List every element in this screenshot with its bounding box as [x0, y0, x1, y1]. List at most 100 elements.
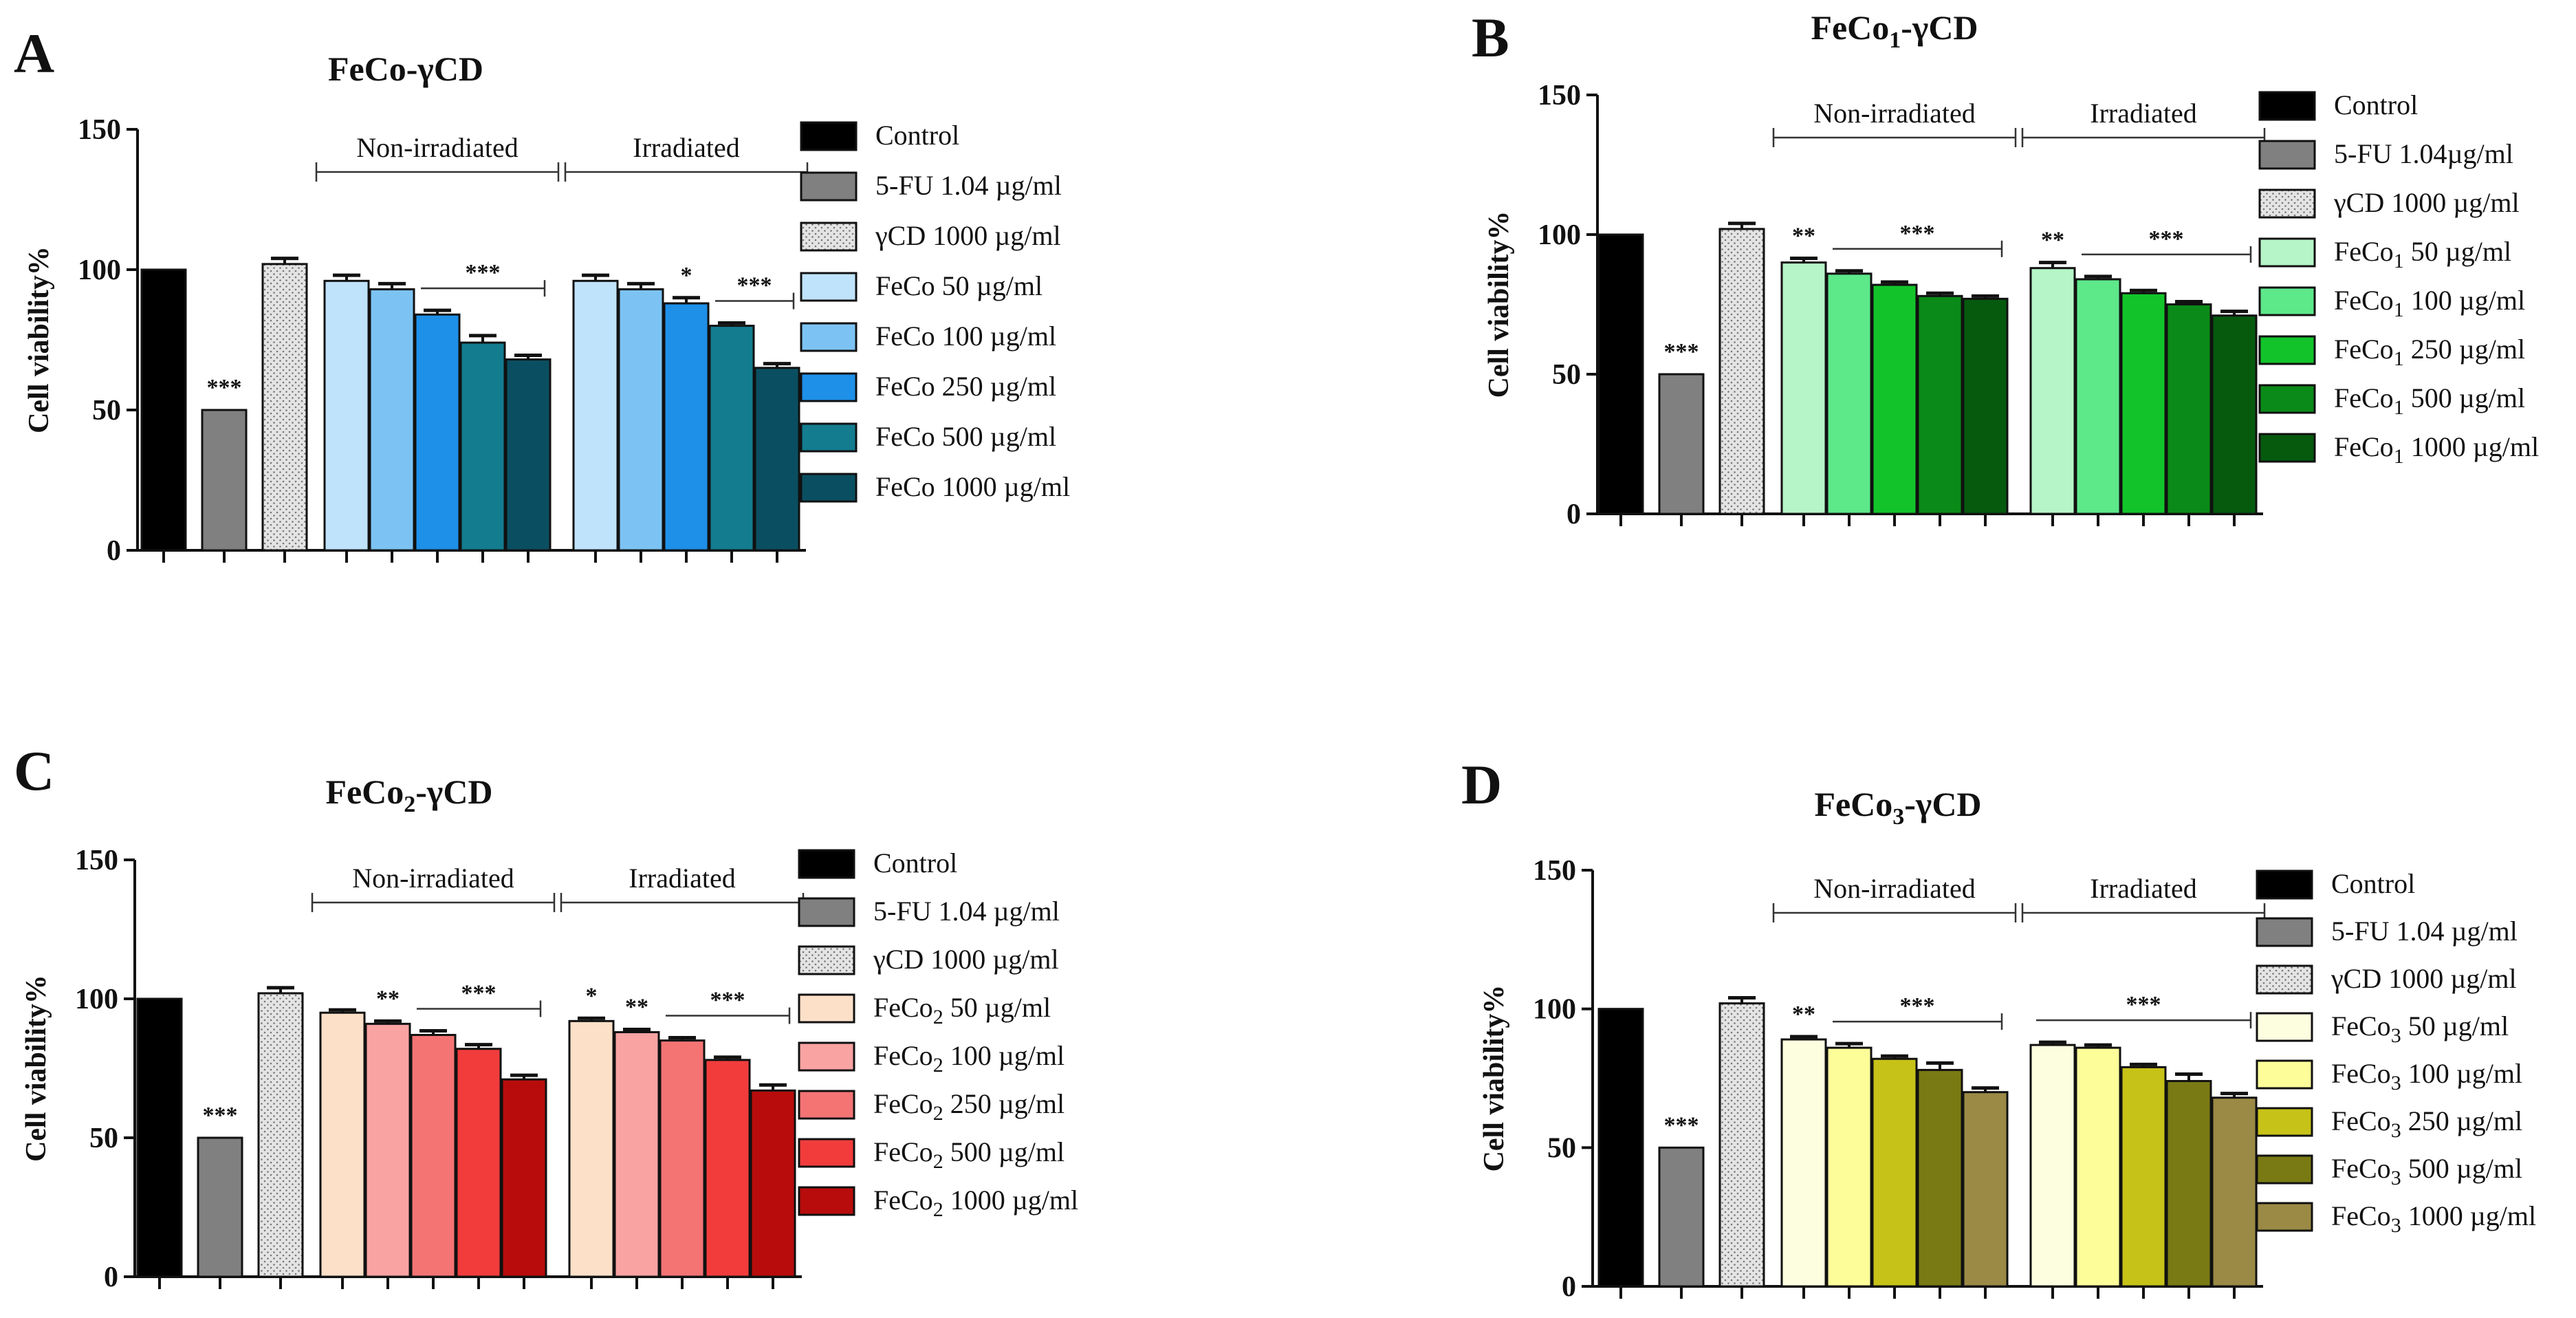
bar — [1718, 228, 1765, 515]
y-tick-label: 50 — [1547, 1132, 1576, 1164]
legend-label: Control — [873, 847, 957, 878]
bar — [197, 1136, 243, 1278]
legend-label: FeCo3 50 µg/ml — [2331, 1011, 2509, 1047]
legend-label: FeCo1 50 µg/ml — [2334, 236, 2511, 272]
significance-label: *** — [207, 375, 242, 400]
bar — [136, 997, 183, 1278]
y-tick-label: 50 — [89, 1123, 118, 1154]
legend-label: Control — [2334, 89, 2418, 120]
bar — [754, 367, 800, 552]
y-tick-label: 150 — [1533, 855, 1576, 887]
bar — [1658, 373, 1705, 515]
bar — [659, 1039, 706, 1278]
bar — [2120, 1066, 2167, 1288]
legend-label: FeCo3 250 µg/ml — [2331, 1105, 2522, 1142]
legend-label: γCD 1000 µg/ml — [2333, 187, 2520, 218]
group-label: Non-irradiated — [1813, 873, 1975, 904]
legend-label: 5-FU 1.04 µg/ml — [875, 170, 1062, 201]
significance-label: *** — [1664, 339, 1699, 365]
bar — [1871, 1057, 1918, 1288]
legend-label: FeCo2 50 µg/ml — [873, 992, 1051, 1028]
significance-label: *** — [737, 273, 772, 299]
legend-swatch — [2258, 140, 2316, 170]
legend-label: Control — [875, 120, 959, 151]
significance-label: ** — [1792, 224, 1815, 249]
significance-label: *** — [1900, 221, 1935, 246]
bar — [613, 1030, 660, 1278]
group-label: Non-irradiated — [356, 132, 518, 163]
significance-label: ** — [625, 994, 648, 1019]
legend-swatch — [800, 222, 858, 252]
legend-label: FeCo1 1000 µg/ml — [2334, 431, 2539, 468]
legend-label: FeCo3 1000 µg/ml — [2331, 1200, 2536, 1237]
bar — [319, 1011, 366, 1278]
legend-swatch — [800, 121, 858, 151]
significance-label: *** — [710, 988, 745, 1013]
panel-letter: D — [1461, 753, 1502, 816]
y-tick-label: 50 — [92, 395, 121, 426]
bar — [455, 1048, 502, 1278]
legend-label: FeCo2 250 µg/ml — [873, 1088, 1065, 1125]
y-tick-label: 100 — [75, 984, 118, 1015]
chart-title: FeCo1-γCD — [1811, 8, 1978, 53]
legend-swatch — [2258, 384, 2316, 414]
group-label: Non-irradiated — [352, 863, 514, 894]
significance-label: *** — [461, 980, 496, 1006]
bar — [1826, 1046, 1873, 1288]
legend-label: FeCo1 250 µg/ml — [2334, 334, 2525, 370]
y-tick-label: 0 — [1567, 499, 1581, 530]
group-label: Non-irradiated — [1813, 98, 1975, 129]
legend-swatch — [798, 849, 855, 879]
bar — [2075, 1046, 2121, 1288]
legend-swatch — [2258, 286, 2316, 316]
legend-label: FeCo3 100 µg/ml — [2331, 1058, 2522, 1094]
legend-swatch — [798, 1041, 855, 1072]
legend-label: FeCo2 1000 µg/ml — [873, 1185, 1078, 1221]
legend-swatch — [800, 272, 858, 302]
legend-label: FeCo3 500 µg/ml — [2331, 1153, 2522, 1189]
significance-label: ** — [1792, 1002, 1815, 1027]
legend-swatch — [2256, 1154, 2313, 1185]
significance-label: ** — [376, 986, 400, 1011]
legend-swatch — [2258, 335, 2316, 365]
legend-label: FeCo2 100 µg/ml — [873, 1040, 1065, 1077]
legend-swatch — [2256, 917, 2313, 947]
chart-title: FeCo3-γCD — [1814, 785, 1981, 830]
legend-label: FeCo1 100 µg/ml — [2334, 285, 2525, 321]
bar — [1917, 1068, 1963, 1288]
significance-label: * — [681, 263, 692, 288]
panel-letter: B — [1472, 6, 1509, 69]
bar — [663, 302, 710, 552]
legend-label: FeCo 1000 µg/ml — [875, 471, 1070, 502]
bar — [410, 1034, 457, 1278]
bar — [2075, 278, 2121, 515]
y-axis-label: Cell viability% — [21, 975, 52, 1162]
bar — [1826, 272, 1873, 515]
bar — [414, 313, 461, 552]
legend-label: FeCo1 500 µg/ml — [2334, 382, 2525, 419]
bar — [2211, 314, 2258, 515]
bar — [568, 1019, 615, 1278]
legend-swatch — [2258, 188, 2316, 219]
y-tick-label: 0 — [107, 535, 121, 567]
bar — [459, 341, 506, 552]
significance-label: *** — [1664, 1112, 1699, 1138]
y-tick-label: 0 — [1562, 1271, 1576, 1303]
y-tick-label: 50 — [1552, 359, 1581, 391]
bar — [1597, 1008, 1644, 1288]
legend-label: 5-FU 1.04 µg/ml — [873, 896, 1060, 927]
legend-swatch — [2256, 964, 2313, 995]
y-axis-label: Cell viability% — [23, 246, 55, 433]
legend-swatch — [798, 945, 855, 975]
bar — [1658, 1146, 1705, 1288]
legend-swatch — [2258, 433, 2316, 463]
panel-letter: A — [14, 22, 54, 85]
significance-label: *** — [466, 260, 501, 285]
bar — [2211, 1096, 2258, 1288]
panel-letter: C — [14, 739, 54, 802]
legend-label: γCD 1000 µg/ml — [873, 944, 1059, 975]
bar — [140, 268, 187, 552]
